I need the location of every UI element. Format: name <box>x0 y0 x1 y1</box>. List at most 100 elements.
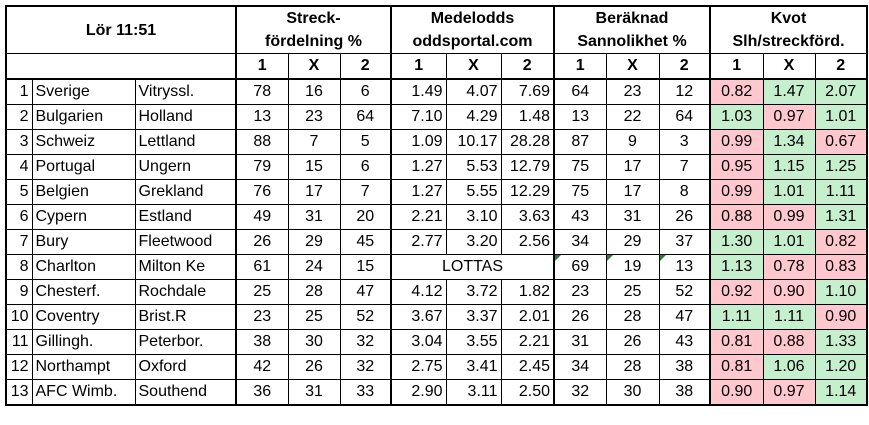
odds-1: 3.20 <box>445 229 502 255</box>
sannolikhet-1: 25 <box>605 279 660 305</box>
odds-0: 1.27 <box>390 154 447 180</box>
odds-2: 2.45 <box>500 354 555 380</box>
lottas-label: LOTTAS <box>390 254 555 280</box>
streck-2: 45 <box>339 229 392 255</box>
streck-1: 7 <box>287 129 341 155</box>
table-row: 8 Charlton Milton Ke 61 24 15 LOTTAS 69 19 13 1.13… <box>5 254 868 280</box>
table-row: 11 Gillingh. Peterbor. 38 30 32 3.04 3.55 2.21 31… <box>5 329 868 355</box>
header-medelodds: Medelodds oddsportal.com <box>390 5 555 54</box>
odds-2: 28.28 <box>500 129 555 155</box>
odds-0: 3.04 <box>390 329 447 355</box>
subheader-1-1: 1 <box>235 53 289 80</box>
away-team: Ungern <box>134 154 237 180</box>
odds-0: 2.90 <box>390 379 447 406</box>
kvot-0: 0.81 <box>709 354 764 380</box>
sannolikhet-1: 26 <box>605 329 660 355</box>
streck-2: 64 <box>339 104 392 130</box>
sannolikhet-0: 64 <box>553 78 607 105</box>
table-row: 3 Schweiz Lettland 88 7 5 1.09 10.17 28.28 87 9 3 0.… <box>5 129 868 155</box>
table-row: 13 AFC Wimb. Southend 36 31 33 2.90 3.11 2.50 32 3… <box>5 379 868 406</box>
streck-0: 23 <box>235 304 289 330</box>
kvot-0: 0.81 <box>709 329 764 355</box>
header-sannolikhet-line2: Sannolikhet % <box>577 33 687 50</box>
sannolikhet-1: 30 <box>605 379 660 406</box>
streck-2: 32 <box>339 329 392 355</box>
odds-2: 12.29 <box>500 179 555 205</box>
sannolikhet-0: 31 <box>553 329 607 355</box>
streck-0: 13 <box>235 104 289 130</box>
sannolikhet-1: 17 <box>605 154 660 180</box>
subheader-2-2: 2 <box>500 53 555 80</box>
kvot-1: 1.34 <box>762 129 816 155</box>
sannolikhet-0: 34 <box>553 229 607 255</box>
kvot-0: 0.99 <box>709 129 764 155</box>
streck-1: 26 <box>287 354 341 380</box>
kvot-2: 1.14 <box>814 379 868 406</box>
row-number: 4 <box>5 154 33 180</box>
sannolikhet-0: 26 <box>553 304 607 330</box>
odds-2: 1.48 <box>500 104 555 130</box>
row-number: 3 <box>5 129 33 155</box>
streck-1: 25 <box>287 304 341 330</box>
table-row: 5 Belgien Grekland 76 17 7 1.27 5.55 12.29 75 17 8 0… <box>5 179 868 205</box>
away-team: Southend <box>134 379 237 406</box>
kvot-1: 0.78 <box>762 254 816 280</box>
kvot-2: 0.90 <box>814 304 868 330</box>
kvot-0: 1.30 <box>709 229 764 255</box>
table-row: 6 Cypern Estland 49 31 20 2.21 3.10 3.63 43 31 26 0.… <box>5 204 868 230</box>
streck-0: 26 <box>235 229 289 255</box>
odds-1: 4.07 <box>445 78 502 105</box>
odds-1: 5.53 <box>445 154 502 180</box>
odds-1: 10.17 <box>445 129 502 155</box>
odds-1: 5.55 <box>445 179 502 205</box>
away-team: Grekland <box>134 179 237 205</box>
subheader-4-2: 2 <box>814 53 868 80</box>
streck-0: 42 <box>235 354 289 380</box>
table-body: 1 Sverige Vitryssl. 78 16 6 1.49 4.07 7.69 64 23 12… <box>5 78 868 406</box>
kvot-2: 1.11 <box>814 179 868 205</box>
odds-2: 2.01 <box>500 304 555 330</box>
header-kvot-line1: Kvot <box>770 10 807 27</box>
sannolikhet-2: 47 <box>658 304 711 330</box>
sannolikhet-2: 38 <box>658 379 711 406</box>
kvot-1: 1.01 <box>762 179 816 205</box>
home-team: Schweiz <box>31 129 136 155</box>
kvot-2: 1.25 <box>814 154 868 180</box>
sannolikhet-2: 38 <box>658 354 711 380</box>
table-row: 2 Bulgarien Holland 13 23 64 7.10 4.29 1.48 13 22 6… <box>5 104 868 130</box>
streck-2: 5 <box>339 129 392 155</box>
home-team: Charlton <box>31 254 136 280</box>
sannolikhet-0: 32 <box>553 379 607 406</box>
header-streck-line1: Streck- <box>286 10 341 27</box>
header-kvot-line2: Slh/streckförd. <box>732 33 845 50</box>
streck-0: 79 <box>235 154 289 180</box>
streck-1: 28 <box>287 279 341 305</box>
streck-2: 6 <box>339 78 392 105</box>
sannolikhet-2: 7 <box>658 154 711 180</box>
streck-2: 32 <box>339 354 392 380</box>
kvot-1: 0.88 <box>762 329 816 355</box>
sannolikhet-2: 52 <box>658 279 711 305</box>
away-team: Rochdale <box>134 279 237 305</box>
kvot-2: 1.01 <box>814 104 868 130</box>
subheader-4-x: X <box>762 53 816 80</box>
odds-1: 3.11 <box>445 379 502 406</box>
home-team: Cypern <box>31 204 136 230</box>
odds-2: 7.69 <box>500 78 555 105</box>
streck-0: 76 <box>235 179 289 205</box>
streck-2: 52 <box>339 304 392 330</box>
kvot-2: 0.83 <box>814 254 868 280</box>
kvot-1: 0.99 <box>762 204 816 230</box>
odds-1: 4.29 <box>445 104 502 130</box>
sannolikhet-0: 87 <box>553 129 607 155</box>
row-number: 2 <box>5 104 33 130</box>
home-team: Belgien <box>31 179 136 205</box>
kvot-1: 0.97 <box>762 104 816 130</box>
kvot-1: 1.47 <box>762 78 816 105</box>
kvot-0: 0.88 <box>709 204 764 230</box>
row-number: 7 <box>5 229 33 255</box>
odds-0: 7.10 <box>390 104 447 130</box>
streck-0: 49 <box>235 204 289 230</box>
odds-1: 3.41 <box>445 354 502 380</box>
sannolikhet-1: 22 <box>605 104 660 130</box>
